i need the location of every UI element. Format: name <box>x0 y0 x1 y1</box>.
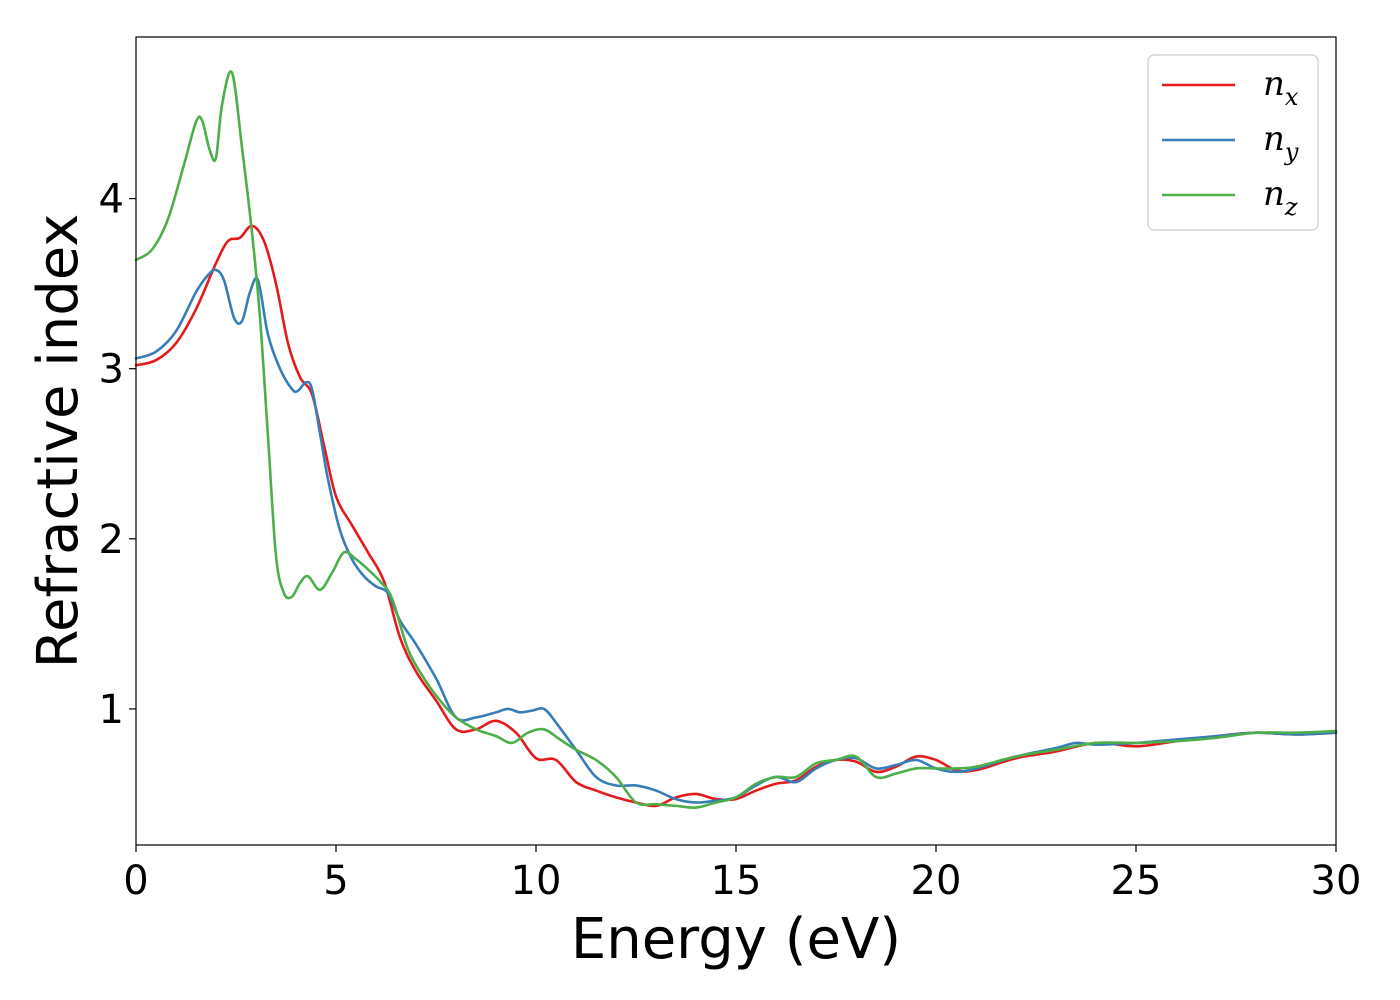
x-axis: 0 5 10 15 20 25 30 <box>123 845 1361 904</box>
legend-label-n-y: ny <box>1263 119 1299 166</box>
legend: nx ny nz <box>1147 54 1319 231</box>
x-tick-label: 30 <box>1311 858 1362 904</box>
y-tick-label: 3 <box>99 347 124 393</box>
x-tick-label: 5 <box>323 858 348 904</box>
x-tick-label: 25 <box>1111 858 1162 904</box>
series-line-n-z <box>134 70 1338 809</box>
y-axis: 1 2 3 4 <box>99 177 136 733</box>
x-tick-label: 20 <box>911 858 962 904</box>
y-tick-label: 1 <box>99 687 124 733</box>
plot-area <box>136 37 1336 845</box>
y-axis-title: Refractive index <box>26 214 91 669</box>
x-axis-title: Energy (eV) <box>571 907 901 972</box>
legend-label-n-x: nx <box>1263 64 1299 111</box>
x-tick-label: 15 <box>711 858 762 904</box>
x-tick-label: 0 <box>123 858 148 904</box>
series-layer <box>134 70 1338 809</box>
y-tick-label: 2 <box>99 517 124 563</box>
x-tick-label: 10 <box>511 858 562 904</box>
series-line-n-y <box>134 268 1338 804</box>
legend-box <box>1147 54 1319 231</box>
y-tick-label: 4 <box>99 177 124 223</box>
legend-label-n-z: nz <box>1263 174 1298 221</box>
